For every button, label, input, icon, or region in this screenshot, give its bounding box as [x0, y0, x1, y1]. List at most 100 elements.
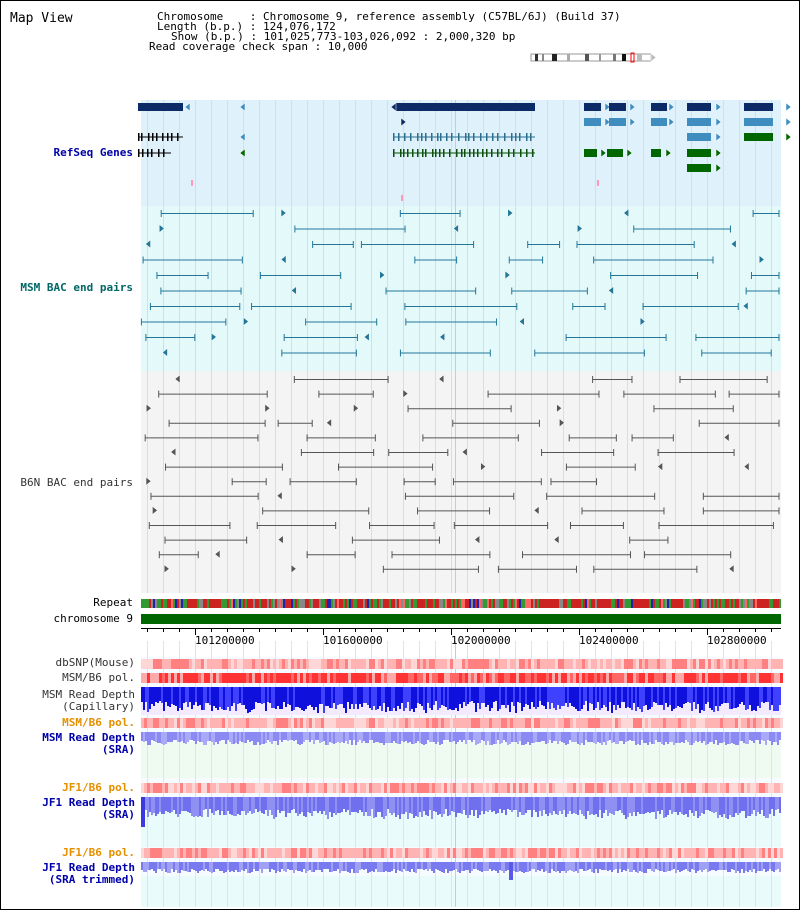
depth-bar	[561, 732, 563, 742]
bac-end-arrow	[214, 549, 221, 559]
depth-bar	[487, 687, 489, 705]
polymorphism-cell	[573, 659, 576, 669]
repeat-mark	[431, 599, 433, 608]
track-label-msm-b6-pol-sra[interactable]: MSM/B6 pol.	[62, 716, 135, 729]
depth-bar	[323, 732, 325, 741]
polymorphism-cell	[153, 673, 156, 683]
polymorphism-cell	[591, 783, 594, 793]
repeat-mark	[487, 599, 489, 608]
track-label-refseq[interactable]: RefSeq Genes	[53, 146, 133, 159]
repeat-mark	[221, 599, 223, 608]
depth-bar	[729, 862, 731, 872]
depth-bar	[399, 687, 401, 709]
depth-bar	[623, 862, 625, 870]
depth-bar	[743, 797, 745, 811]
repeat-mark	[403, 599, 405, 608]
polymorphism-cell	[438, 659, 441, 669]
track-label-msm-read-depth-sra[interactable]: MSM Read Depth (SRA)	[42, 731, 135, 756]
depth-bar	[561, 862, 563, 871]
polymorphism-cell	[240, 783, 243, 793]
depth-bar	[165, 862, 167, 872]
depth-bar	[627, 732, 629, 741]
depth-bar	[657, 862, 659, 870]
repeat-mark	[449, 599, 451, 608]
polymorphism-cell	[525, 783, 528, 793]
polymorphism-cell	[597, 848, 600, 858]
depth-bar	[177, 797, 179, 817]
polymorphism-cell	[570, 673, 573, 683]
polymorphism-cell	[606, 848, 609, 858]
depth-bar	[385, 862, 387, 871]
depth-bar	[411, 687, 413, 709]
depth-bar	[601, 732, 603, 745]
polymorphism-cell	[411, 673, 414, 683]
repeat-mark	[779, 599, 781, 608]
depth-bar	[651, 687, 653, 707]
depth-bar	[205, 687, 207, 703]
depth-bar	[381, 687, 383, 711]
polymorphism-cell	[225, 718, 228, 728]
polymorphism-cell	[273, 783, 276, 793]
track-label-msm-b6-pol[interactable]: MSM/B6 pol.	[62, 671, 135, 684]
repeat-mark	[249, 599, 251, 608]
track-label-jf1-b6-pol[interactable]: JF1/B6 pol.	[62, 781, 135, 794]
track-label-jf1-read-depth-sra[interactable]: JF1 Read Depth (SRA)	[42, 796, 135, 821]
depth-bar	[205, 732, 207, 745]
repeat-mark	[207, 599, 209, 608]
track-label-msm-bac[interactable]: MSM BAC end pairs	[20, 281, 133, 294]
repeat-mark	[231, 599, 233, 608]
polymorphism-cell	[666, 783, 669, 793]
gene-strand-arrow	[665, 148, 672, 158]
bac-end-arrow	[170, 447, 177, 457]
polymorphism-cell	[345, 718, 348, 728]
depth-bar	[261, 862, 263, 873]
polymorphism-cell	[162, 673, 165, 683]
depth-bar	[269, 797, 271, 810]
track-label-dbsnp[interactable]: dbSNP(Mouse)	[55, 656, 135, 669]
depth-bar	[633, 797, 635, 812]
depth-bar	[687, 862, 689, 871]
polymorphism-cell	[516, 659, 519, 669]
polymorphism-cell	[375, 673, 378, 683]
depth-bar	[529, 862, 531, 871]
track-label-chromosome[interactable]: chromosome 9	[53, 612, 133, 625]
ruler-tick-label: 101600000	[323, 634, 383, 647]
track-label-repeat[interactable]: Repeat	[93, 596, 133, 609]
polymorphism-cell	[429, 783, 432, 793]
depth-bar	[275, 862, 277, 873]
polymorphism-cell	[288, 659, 291, 669]
track-label-jf1-b6-pol-2[interactable]: JF1/B6 pol.	[62, 846, 135, 859]
track-label-msm-read-depth-capillary[interactable]: MSM Read Depth (Capillary)	[42, 688, 135, 713]
depth-bar	[163, 862, 165, 869]
depth-bar	[751, 732, 753, 741]
depth-bar	[555, 687, 557, 710]
depth-bar	[669, 797, 671, 810]
depth-bar	[699, 687, 701, 713]
depth-bar	[395, 732, 397, 743]
polymorphism-cell	[612, 659, 615, 669]
bac-end-arrow	[163, 564, 170, 574]
polymorphism-cell	[339, 783, 342, 793]
repeat-mark	[755, 599, 757, 608]
polymorphism-cell	[354, 848, 357, 858]
repeat-mark	[427, 599, 429, 608]
depth-bar	[247, 687, 249, 713]
polymorphism-cell	[414, 718, 417, 728]
polymorphism-cell	[735, 673, 738, 683]
polymorphism-cell	[603, 659, 606, 669]
track-label-b6n-bac[interactable]: B6N BAC end pairs	[20, 476, 133, 489]
track-label-jf1-read-depth-trimmed[interactable]: JF1 Read Depth (SRA trimmed)	[42, 861, 135, 886]
polymorphism-cell	[513, 673, 516, 683]
polymorphism-cell	[195, 783, 198, 793]
depth-bar	[289, 732, 291, 740]
depth-bar	[651, 862, 653, 871]
depth-bar	[461, 797, 463, 814]
gene-exon	[437, 133, 439, 141]
repeat-mark	[275, 599, 277, 608]
depth-bar	[661, 687, 663, 705]
repeat-mark	[529, 599, 531, 608]
polymorphism-cell	[558, 659, 561, 669]
ideogram-position-marker	[630, 52, 635, 63]
polymorphism-cell	[669, 783, 672, 793]
